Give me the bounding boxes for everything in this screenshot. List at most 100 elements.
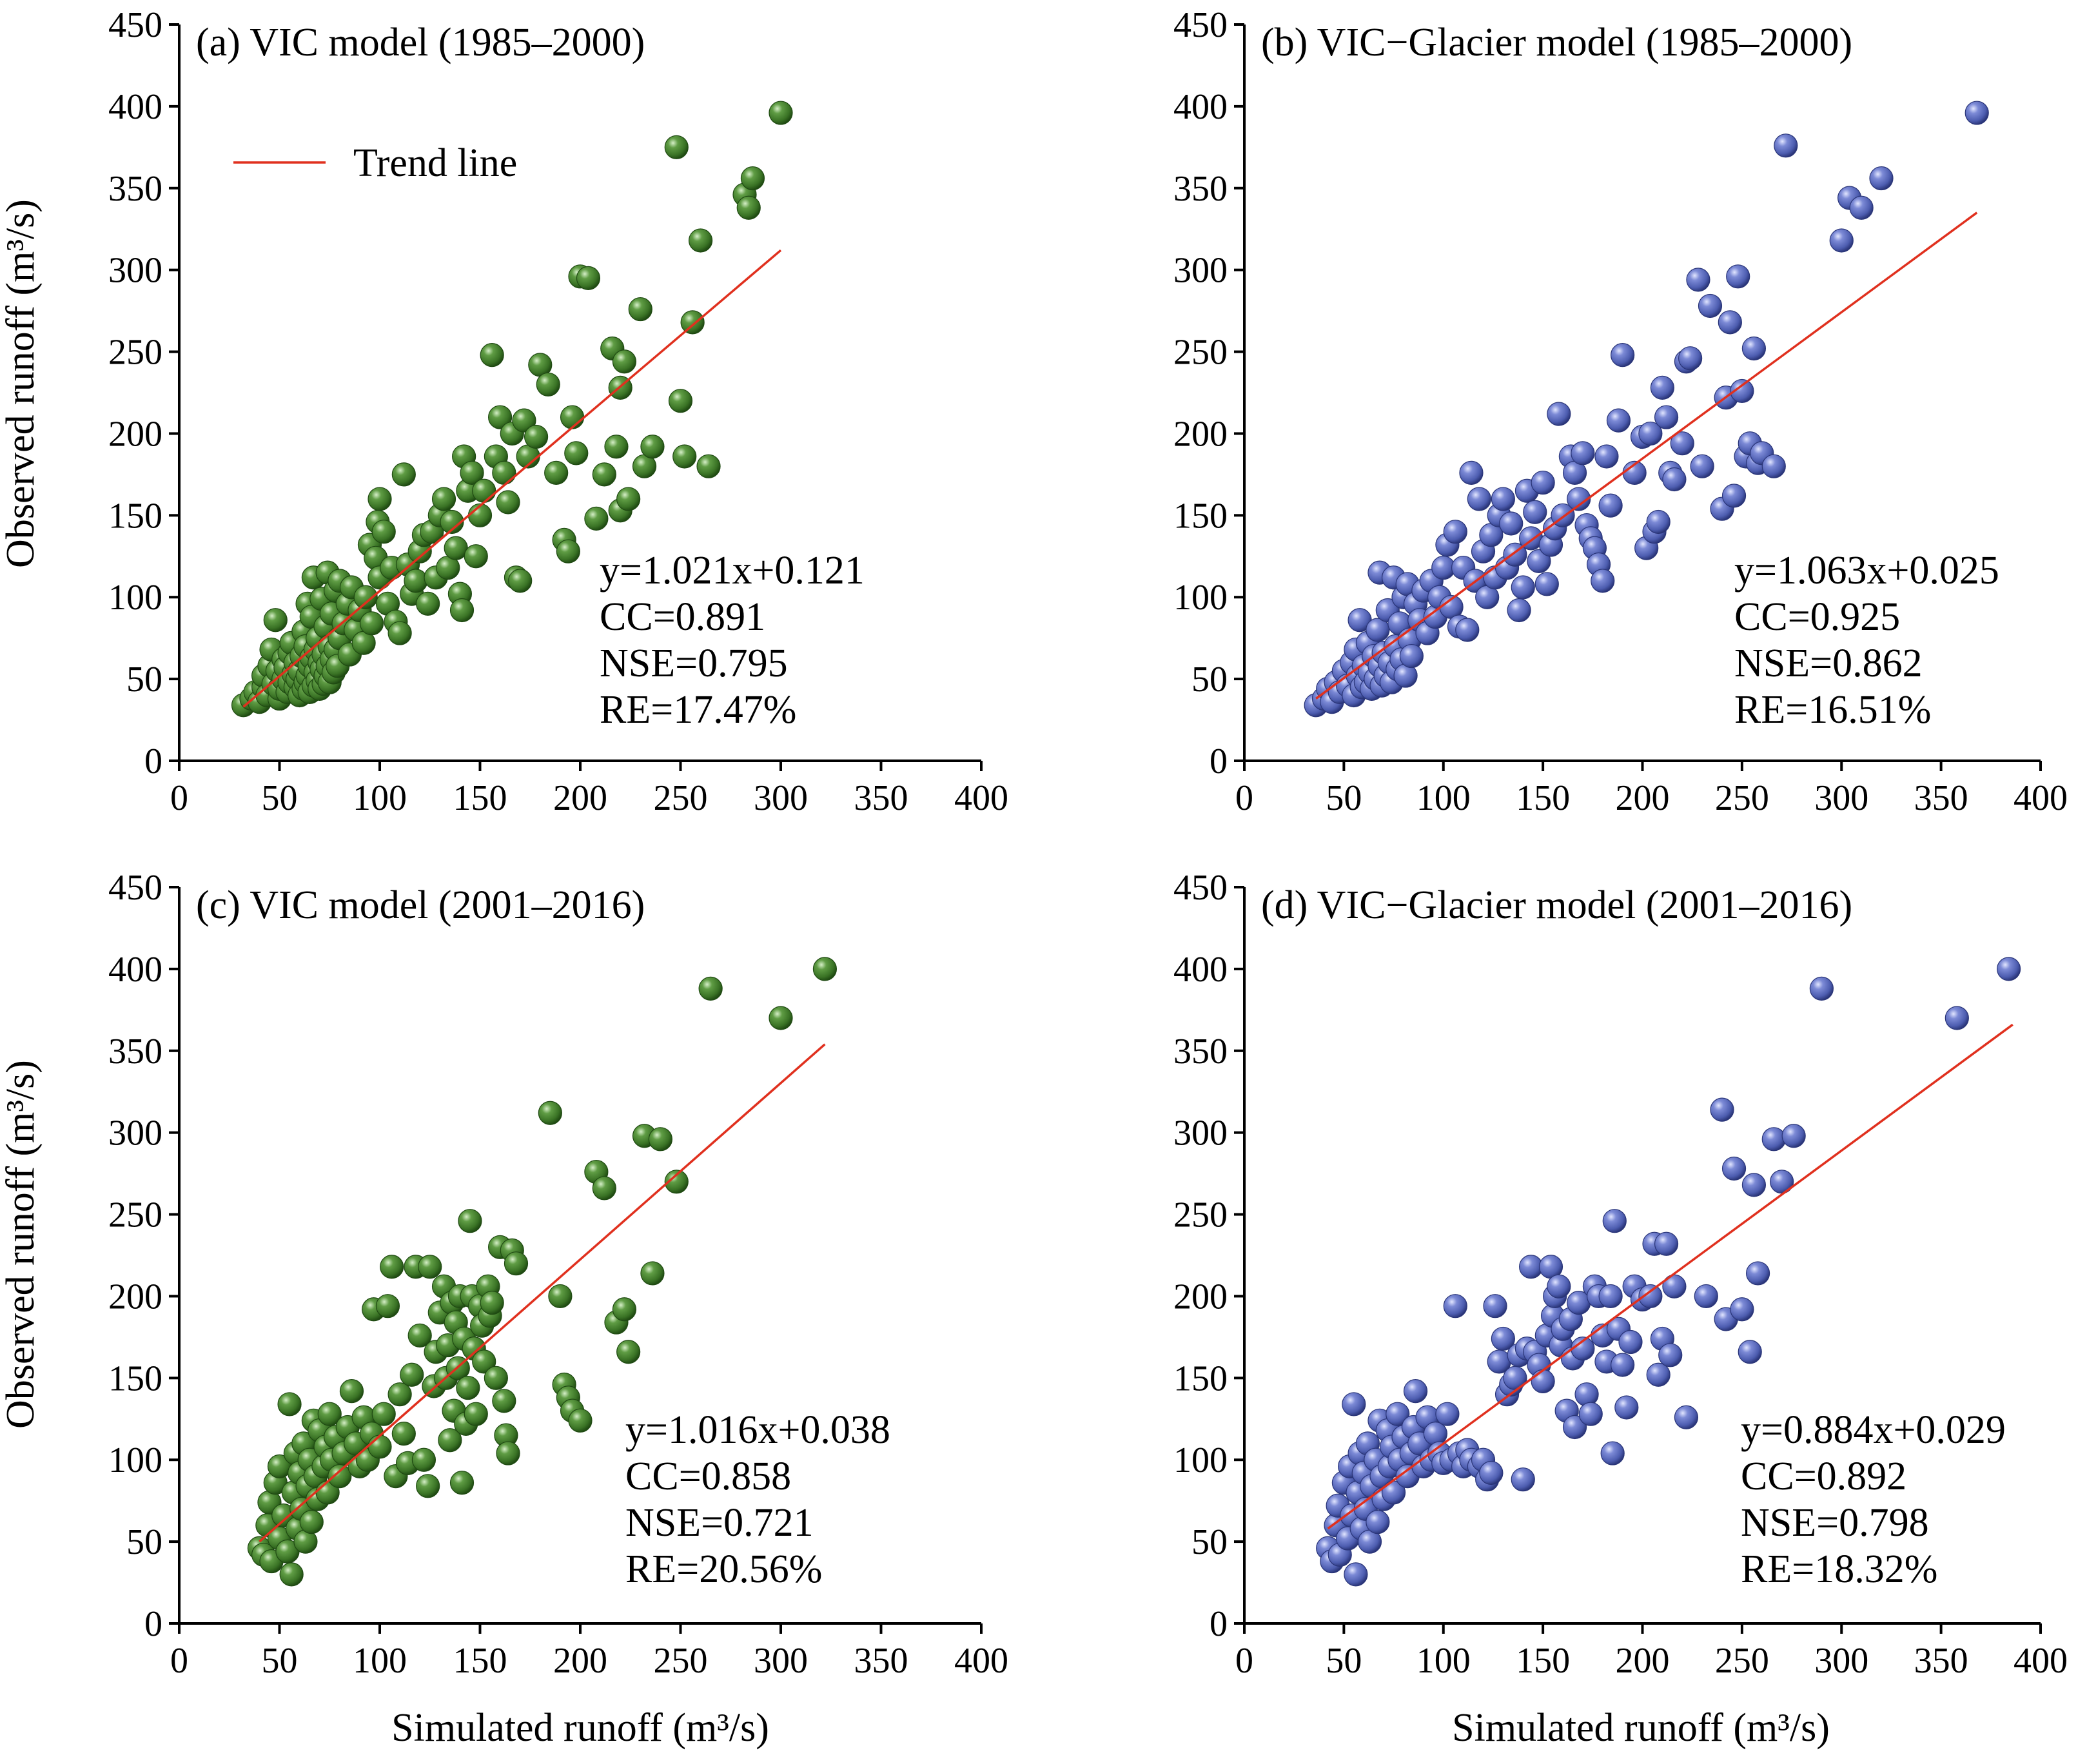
- x-axis-title-left: Simulated runoff (m³/s): [391, 1706, 769, 1750]
- data-point: [576, 266, 601, 290]
- data-point: [548, 1284, 573, 1309]
- data-point: [1618, 1329, 1643, 1355]
- data-point: [698, 976, 723, 1001]
- data-point: [416, 1474, 440, 1498]
- data-point: [1670, 431, 1694, 456]
- data-point: [371, 1402, 396, 1426]
- x-tick-label: 50: [1326, 1641, 1362, 1681]
- data-point: [1366, 1510, 1390, 1534]
- x-tick-label: 100: [353, 778, 407, 818]
- re-label: RE=18.32%: [1741, 1547, 1937, 1591]
- y-tick-label: 100: [1173, 1440, 1228, 1480]
- x-tick-label: 150: [453, 778, 507, 818]
- data-point: [339, 1379, 364, 1404]
- y-tick-label: 300: [1173, 1113, 1228, 1153]
- data-point: [371, 520, 396, 544]
- data-point: [560, 405, 585, 429]
- data-point: [688, 228, 713, 253]
- data-point: [1654, 405, 1679, 429]
- x-tick-label: 0: [1235, 1641, 1253, 1681]
- data-point: [1662, 467, 1687, 492]
- data-point: [616, 487, 641, 511]
- y-tick-label: 0: [144, 741, 162, 781]
- x-tick-label: 250: [1715, 1641, 1769, 1681]
- equation-label: y=0.884x+0.029: [1741, 1408, 2006, 1452]
- data-point: [508, 569, 533, 593]
- data-point: [1600, 1441, 1625, 1465]
- data-point: [1386, 1402, 1410, 1426]
- data-point: [1403, 1379, 1428, 1404]
- data-point: [1638, 421, 1663, 446]
- y-tick-label: 50: [1191, 660, 1228, 700]
- nse-label: NSE=0.862: [1734, 642, 1923, 685]
- y-tick-label: 450: [108, 868, 162, 908]
- y-tick-label: 300: [108, 1113, 162, 1153]
- x-tick-label: 250: [654, 778, 708, 818]
- x-tick-label: 100: [1416, 778, 1471, 818]
- data-point: [668, 389, 693, 413]
- y-axis-title-bottom: Observed runoff (m³/s): [0, 1060, 43, 1429]
- x-tick-label: 200: [553, 778, 607, 818]
- x-tick-label: 200: [1616, 778, 1670, 818]
- panel-a: 0 50 100 150 200 250 300 350 400 450 0 50 100 150 200 2…: [108, 5, 1008, 818]
- data-point: [524, 424, 549, 449]
- data-point: [592, 462, 616, 487]
- data-point: [1611, 1353, 1635, 1377]
- data-point: [769, 1006, 793, 1030]
- data-point: [484, 1366, 508, 1390]
- y-tick-label: 50: [1191, 1522, 1228, 1562]
- y-tick-label: 450: [1173, 5, 1228, 45]
- data-point: [460, 460, 484, 485]
- x-tick-label: 300: [1814, 778, 1868, 818]
- data-point: [1562, 1415, 1587, 1440]
- data-point: [664, 1170, 689, 1194]
- data-point: [584, 506, 609, 531]
- y-tick-label: 450: [108, 5, 162, 45]
- data-point: [1965, 101, 1989, 125]
- data-point: [359, 611, 384, 636]
- data-point: [1761, 454, 1786, 478]
- x-tick-label: 250: [654, 1641, 708, 1681]
- data-point: [1781, 1124, 1806, 1148]
- y-tick-label: 0: [1210, 1604, 1228, 1644]
- data-point: [1578, 1402, 1603, 1426]
- data-point: [564, 441, 589, 466]
- y-tick-label: 250: [108, 333, 162, 373]
- y-tick-label: 450: [1173, 868, 1228, 908]
- y-tick-label: 100: [108, 1440, 162, 1480]
- data-point: [1534, 572, 1559, 596]
- data-point: [1491, 487, 1515, 511]
- data-point: [1479, 1460, 1504, 1485]
- data-point: [1602, 1209, 1627, 1233]
- data-point: [367, 487, 392, 511]
- data-point: [1730, 378, 1754, 404]
- trend-line: [259, 1043, 826, 1543]
- data-point: [769, 101, 793, 125]
- data-point: [1654, 1231, 1679, 1256]
- data-point: [438, 1428, 462, 1453]
- data-point: [736, 195, 761, 220]
- data-point: [1467, 487, 1491, 511]
- data-point: [440, 509, 464, 534]
- data-point: [1809, 976, 1834, 1001]
- data-point: [1399, 643, 1424, 669]
- y-tick-label: 200: [1173, 1277, 1228, 1317]
- data-point: [1721, 1156, 1747, 1181]
- data-point: [400, 1362, 424, 1387]
- data-point: [1531, 470, 1555, 495]
- cc-label: CC=0.858: [625, 1455, 791, 1498]
- x-tick-label: 50: [262, 778, 298, 818]
- data-point: [1774, 133, 1798, 158]
- data-point: [604, 435, 629, 459]
- data-point: [1459, 460, 1484, 485]
- data-point: [1443, 520, 1467, 544]
- data-point: [1945, 1006, 1969, 1030]
- panel-title: (c) VIC model (2001–2016): [196, 883, 645, 927]
- data-point: [1730, 1297, 1754, 1322]
- data-point: [1344, 1562, 1368, 1587]
- x-tick-label: 350: [854, 1641, 908, 1681]
- x-tick-label: 400: [2014, 778, 2068, 818]
- x-tick-label: 350: [1914, 778, 1968, 818]
- data-point: [407, 1323, 432, 1348]
- re-label: RE=16.51%: [1734, 688, 1931, 732]
